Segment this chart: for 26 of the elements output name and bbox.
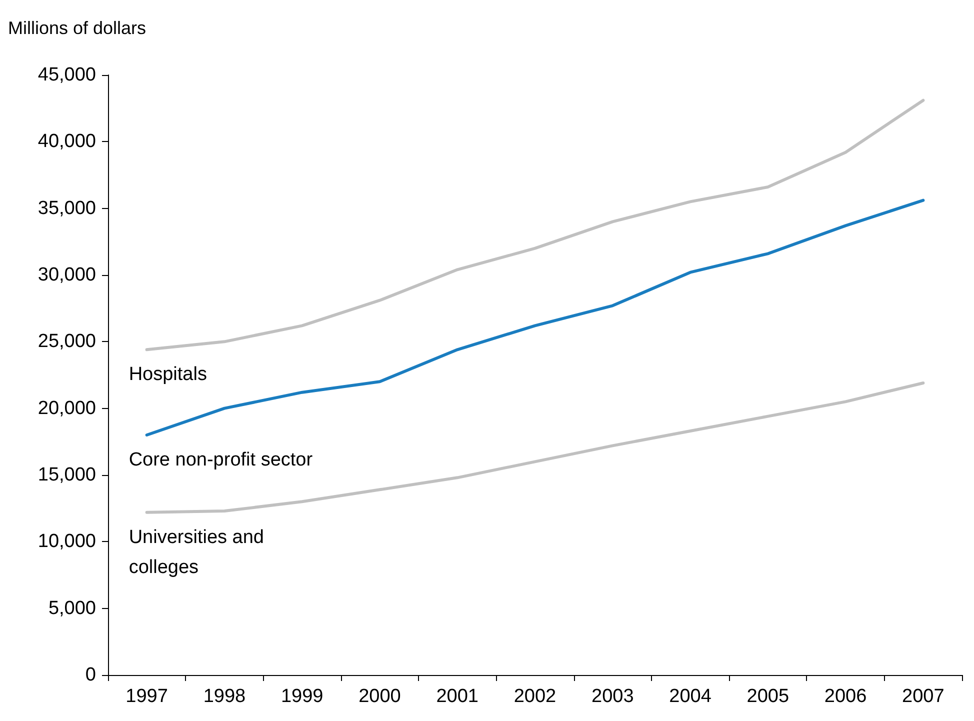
y-tick-label: 30,000 (38, 264, 96, 286)
x-tick-label: 2007 (902, 686, 944, 707)
y-tick-label: 5,000 (48, 598, 96, 619)
x-tick-label: 1998 (203, 686, 246, 707)
y-tick-label: 35,000 (38, 198, 96, 219)
line-series (145, 98, 925, 352)
series-label: Core non-profit sector (128, 450, 314, 470)
x-tick-label: 2002 (514, 686, 556, 707)
y-tick-label: 45,000 (38, 64, 96, 86)
y-tick-label: 25,000 (38, 331, 96, 352)
x-tick-label: 2005 (746, 686, 790, 707)
y-axis-title: Millions of dollars (8, 18, 146, 38)
series-label: Universities and colleges (128, 526, 270, 578)
x-tick-label: 1999 (280, 686, 324, 707)
y-tick-label: 0 (85, 664, 96, 686)
y-tick-label: 20,000 (38, 398, 96, 419)
y-tick-label: 40,000 (38, 131, 96, 152)
y-tick-label: 15,000 (38, 464, 96, 486)
x-tick-label: 2001 (436, 686, 479, 707)
x-tick-label: 2004 (669, 686, 712, 707)
series-label: Hospitals (128, 364, 207, 386)
x-tick-label: 2003 (591, 686, 634, 707)
x-tick-label: 2000 (358, 686, 401, 707)
y-tick-label: 10,000 (38, 531, 96, 552)
x-tick-label: 2006 (824, 686, 867, 707)
x-tick-label: 1997 (126, 686, 168, 707)
